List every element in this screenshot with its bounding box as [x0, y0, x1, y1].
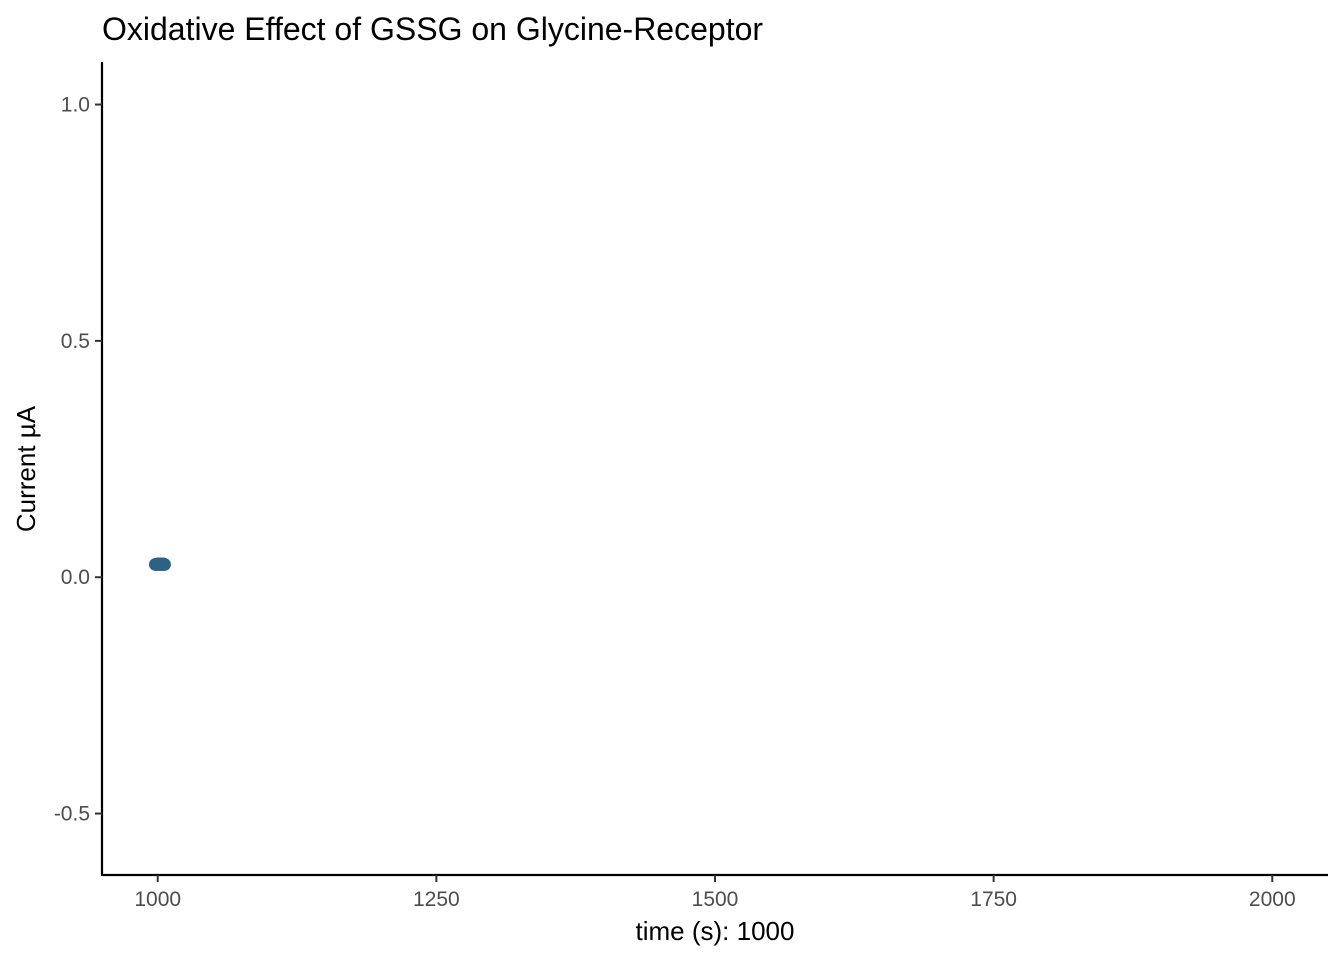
- points-layer: [148, 557, 171, 571]
- y-tick-label: 0.5: [61, 330, 90, 353]
- x-tick-label: 1750: [970, 888, 1017, 911]
- y-ticks: -0.5 0.0 0.5 1.0: [54, 94, 102, 826]
- y-axis-label: Current µA: [11, 405, 41, 532]
- x-axis-label: time (s): 1000: [636, 916, 795, 946]
- x-ticks: 1000 1250 1500 1750 2000: [134, 875, 1296, 911]
- x-tick-label: 1000: [134, 888, 181, 911]
- data-point: [157, 557, 171, 571]
- y-tick-label: 1.0: [61, 94, 90, 117]
- y-tick-label: 0.0: [61, 566, 90, 589]
- x-tick-label: 1250: [413, 888, 460, 911]
- x-tick-label: 1500: [692, 888, 739, 911]
- x-tick-label: 2000: [1249, 888, 1296, 911]
- chart-title: Oxidative Effect of GSSG on Glycine-Rece…: [102, 11, 763, 47]
- y-tick-label: -0.5: [54, 803, 90, 826]
